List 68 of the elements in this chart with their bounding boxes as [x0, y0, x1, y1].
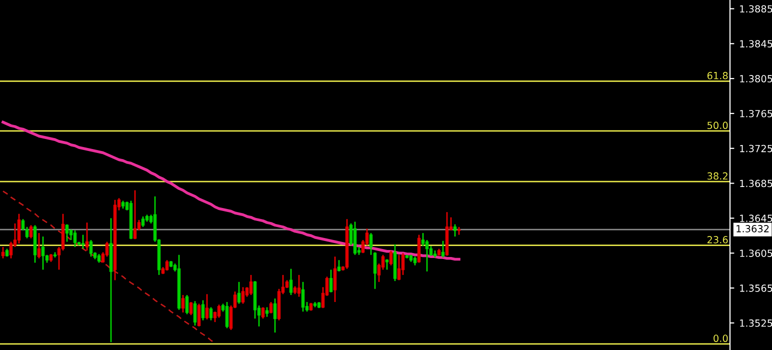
candlestick: [401, 252, 405, 276]
candlestick: [389, 250, 393, 266]
candlestick: [261, 306, 265, 320]
y-tick-label: 1.3645: [740, 214, 772, 222]
y-tick-label: 1.3885: [740, 5, 772, 13]
candlestick: [37, 232, 41, 260]
candlestick: [289, 268, 293, 296]
candlestick: [41, 236, 45, 270]
candlestick: [133, 190, 137, 240]
y-tick-label: 1.3605: [740, 250, 772, 257]
candlestick: [85, 222, 89, 252]
annotation: 23.6: [707, 236, 728, 244]
candlestick: [193, 300, 197, 326]
candlestick: [201, 300, 205, 322]
candlestick: [1, 246, 5, 260]
candlestick: [301, 281, 305, 312]
candlestick: [297, 274, 301, 298]
candlestick: [265, 306, 269, 318]
candlestick: [65, 224, 69, 242]
annotation: 0.0: [714, 334, 728, 342]
y-tick-label: 1.3805: [740, 75, 772, 82]
candlestick: [425, 239, 429, 272]
candlestick: [273, 298, 277, 334]
y-tick-label: 1.3725: [740, 144, 772, 152]
candlestick: [25, 226, 29, 239]
candlestick: [205, 293, 209, 320]
line-series: [2, 190, 216, 344]
candlestick: [385, 258, 389, 270]
candlestick: [249, 274, 253, 296]
y-tick-label: 1.3765: [740, 110, 772, 118]
annotation: 61.8: [707, 72, 728, 80]
candlestick: [181, 294, 185, 314]
candlestick: [21, 218, 25, 232]
candlestick: [217, 304, 221, 318]
y-tick-label: 1.3685: [740, 180, 772, 188]
candlestick: [185, 294, 189, 315]
candlestick: [337, 259, 341, 272]
candlestick: [329, 269, 333, 294]
candlestick: [225, 301, 229, 329]
candlestick: [373, 252, 377, 290]
candlestick: [441, 240, 445, 258]
candlestick: [209, 306, 213, 322]
candlestick: [29, 224, 33, 239]
candlestick: [397, 254, 401, 281]
y-tick-label: 1.3525: [740, 319, 772, 327]
candlestick: [453, 224, 457, 238]
candlestick: [141, 216, 145, 228]
candlestick: [9, 241, 13, 260]
candlestick: [197, 303, 201, 328]
candlestick: [17, 213, 21, 244]
annotation: 50.0: [708, 122, 728, 130]
candlestick: [417, 234, 421, 264]
candlestick: [69, 228, 73, 241]
candlestick: [369, 232, 373, 256]
candlestick: [421, 232, 425, 247]
candlestick: [89, 239, 93, 258]
candlestick: [333, 256, 337, 303]
ref-line-label: 1.3632: [736, 225, 769, 232]
candlestick: [237, 281, 241, 304]
candlestick: [165, 259, 169, 272]
candlestick: [73, 230, 77, 248]
candlestick: [269, 301, 273, 314]
y-tick-label: 1.3845: [740, 40, 772, 48]
candlestick: [241, 286, 245, 304]
annotation: 38.2: [707, 172, 728, 180]
candlestick: [81, 234, 85, 250]
candlestick: [189, 301, 193, 316]
y-tick-label: 1.3565: [740, 284, 772, 292]
